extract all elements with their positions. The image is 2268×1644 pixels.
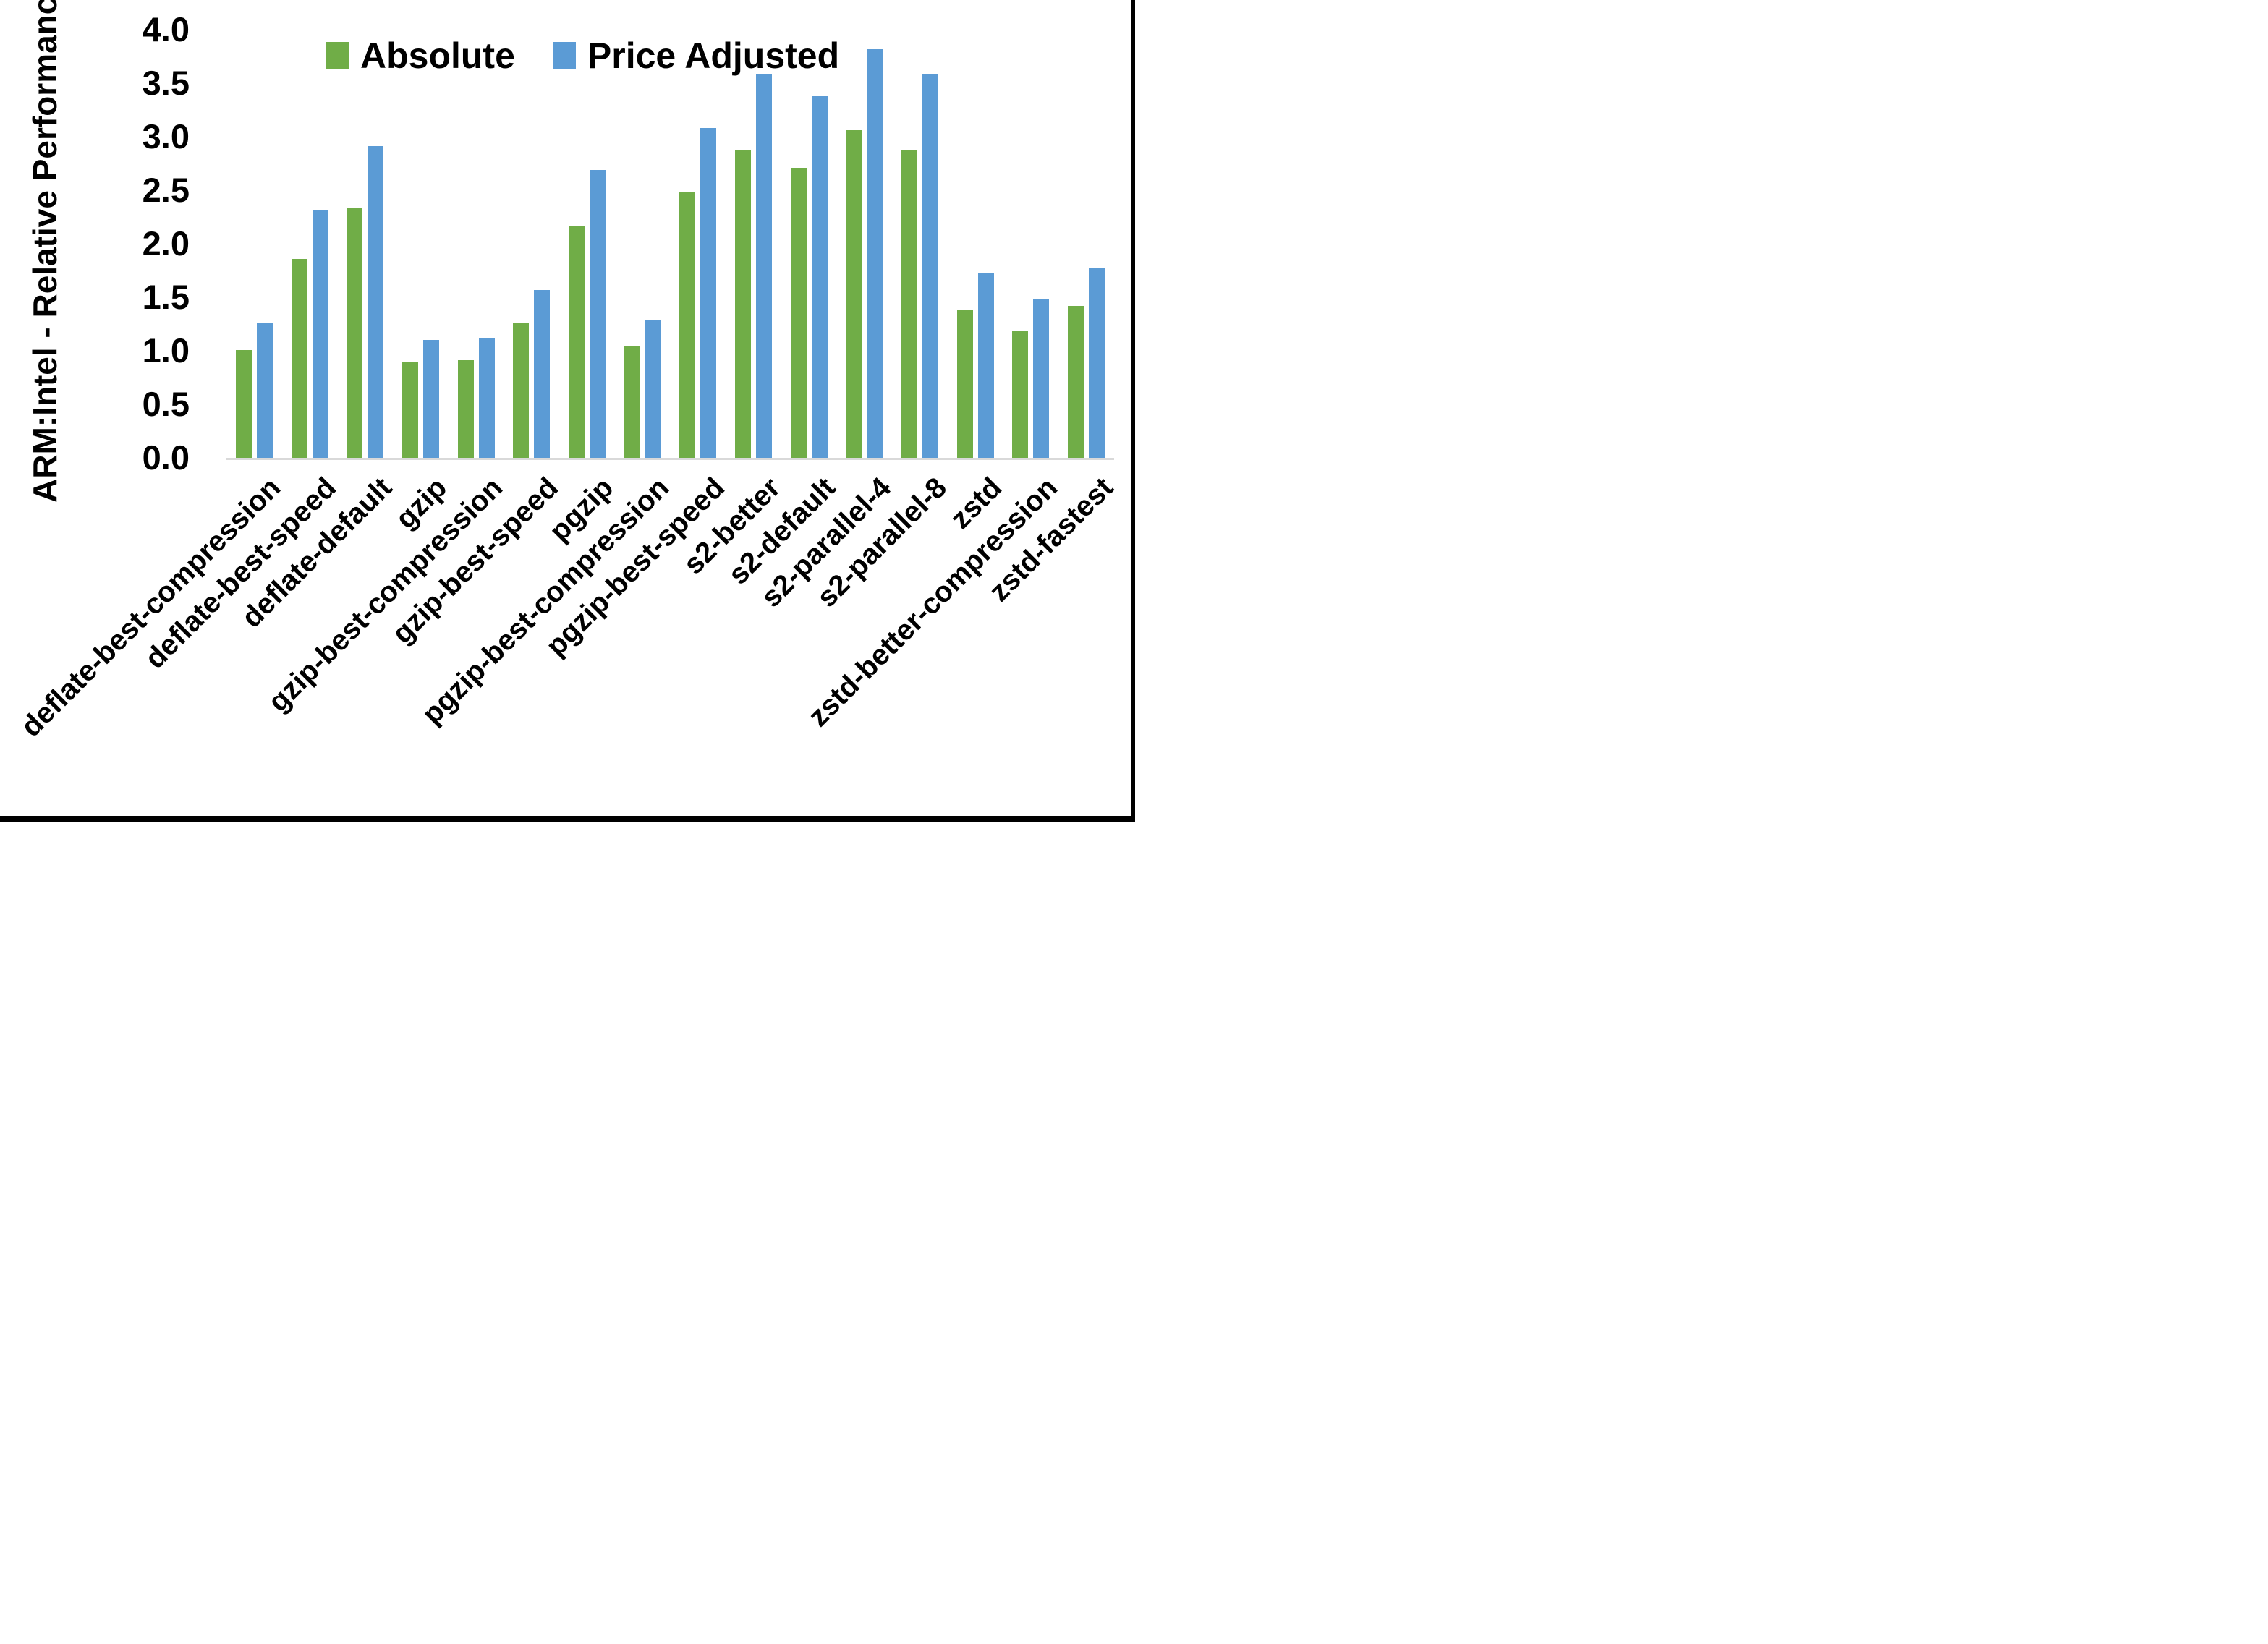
bar-absolute-pgzip-best-speed — [679, 192, 696, 458]
y-tick-label-3.5: 3.5 — [142, 64, 190, 102]
bar-absolute-s2-default — [790, 167, 807, 458]
bar-absolute-zstd — [956, 310, 973, 458]
y-tick-label-0.5: 0.5 — [142, 385, 190, 423]
bar-absolute-s2-better — [735, 149, 752, 458]
bar-absolute-deflate-best-compression — [235, 349, 252, 458]
bar-absolute-zstd-fastest — [1068, 305, 1084, 458]
bar-price-adjusted-deflate-best-speed — [312, 209, 328, 458]
legend-swatch-icon — [326, 42, 349, 69]
legend: Absolute Price Adjusted — [326, 35, 839, 77]
bar-absolute-deflate-best-speed — [291, 258, 307, 458]
bar-price-adjusted-zstd — [977, 272, 994, 458]
bar-absolute-s2-parallel-8 — [901, 149, 918, 458]
y-tick-label-0.0: 0.0 — [142, 438, 190, 477]
bar-absolute-s2-parallel-4 — [846, 130, 862, 458]
bar-absolute-zstd-better-compression — [1012, 331, 1029, 458]
bar-price-adjusted-gzip-best-compression — [478, 338, 495, 458]
bar-price-adjusted-pgzip — [589, 169, 606, 458]
bar-price-adjusted-s2-parallel-8 — [922, 74, 939, 458]
bar-price-adjusted-zstd-fastest — [1089, 267, 1105, 458]
y-tick-label-3.0: 3.0 — [142, 117, 190, 156]
bar-price-adjusted-deflate-default — [368, 146, 384, 458]
bar-price-adjusted-deflate-best-compression — [256, 323, 273, 458]
bar-absolute-gzip-best-speed — [513, 323, 530, 458]
legend-item-absolute: Absolute — [326, 35, 515, 77]
bar-absolute-pgzip — [568, 226, 585, 458]
y-tick-label-2.5: 2.5 — [142, 171, 190, 209]
bar-absolute-gzip — [402, 362, 418, 458]
bar-absolute-deflate-default — [347, 207, 363, 458]
y-tick-label-1.0: 1.0 — [142, 331, 190, 370]
bar-price-adjusted-s2-better — [756, 74, 773, 458]
bar-absolute-pgzip-best-compression — [624, 346, 640, 458]
bar-price-adjusted-pgzip-best-compression — [645, 320, 661, 458]
bar-absolute-gzip-best-compression — [457, 360, 474, 458]
y-tick-label-2.0: 2.0 — [142, 224, 190, 263]
bar-price-adjusted-s2-default — [811, 95, 828, 458]
bar-price-adjusted-gzip — [422, 340, 439, 458]
legend-label: Price Adjusted — [587, 35, 840, 76]
legend-label: Absolute — [360, 35, 515, 76]
x-axis-line — [226, 458, 1114, 460]
legend-swatch-icon — [552, 42, 576, 69]
bar-price-adjusted-gzip-best-speed — [534, 289, 551, 458]
bar-price-adjusted-zstd-better-compression — [1033, 299, 1050, 458]
bar-price-adjusted-s2-parallel-4 — [867, 48, 883, 458]
bar-price-adjusted-pgzip-best-speed — [700, 128, 717, 458]
y-tick-label-4.0: 4.0 — [142, 10, 190, 48]
chart-frame: ARM:Intel - Relative Performance Absolut… — [0, 0, 1135, 822]
y-tick-label-1.5: 1.5 — [142, 278, 190, 316]
legend-item-price-adjusted: Price Adjusted — [552, 35, 840, 77]
